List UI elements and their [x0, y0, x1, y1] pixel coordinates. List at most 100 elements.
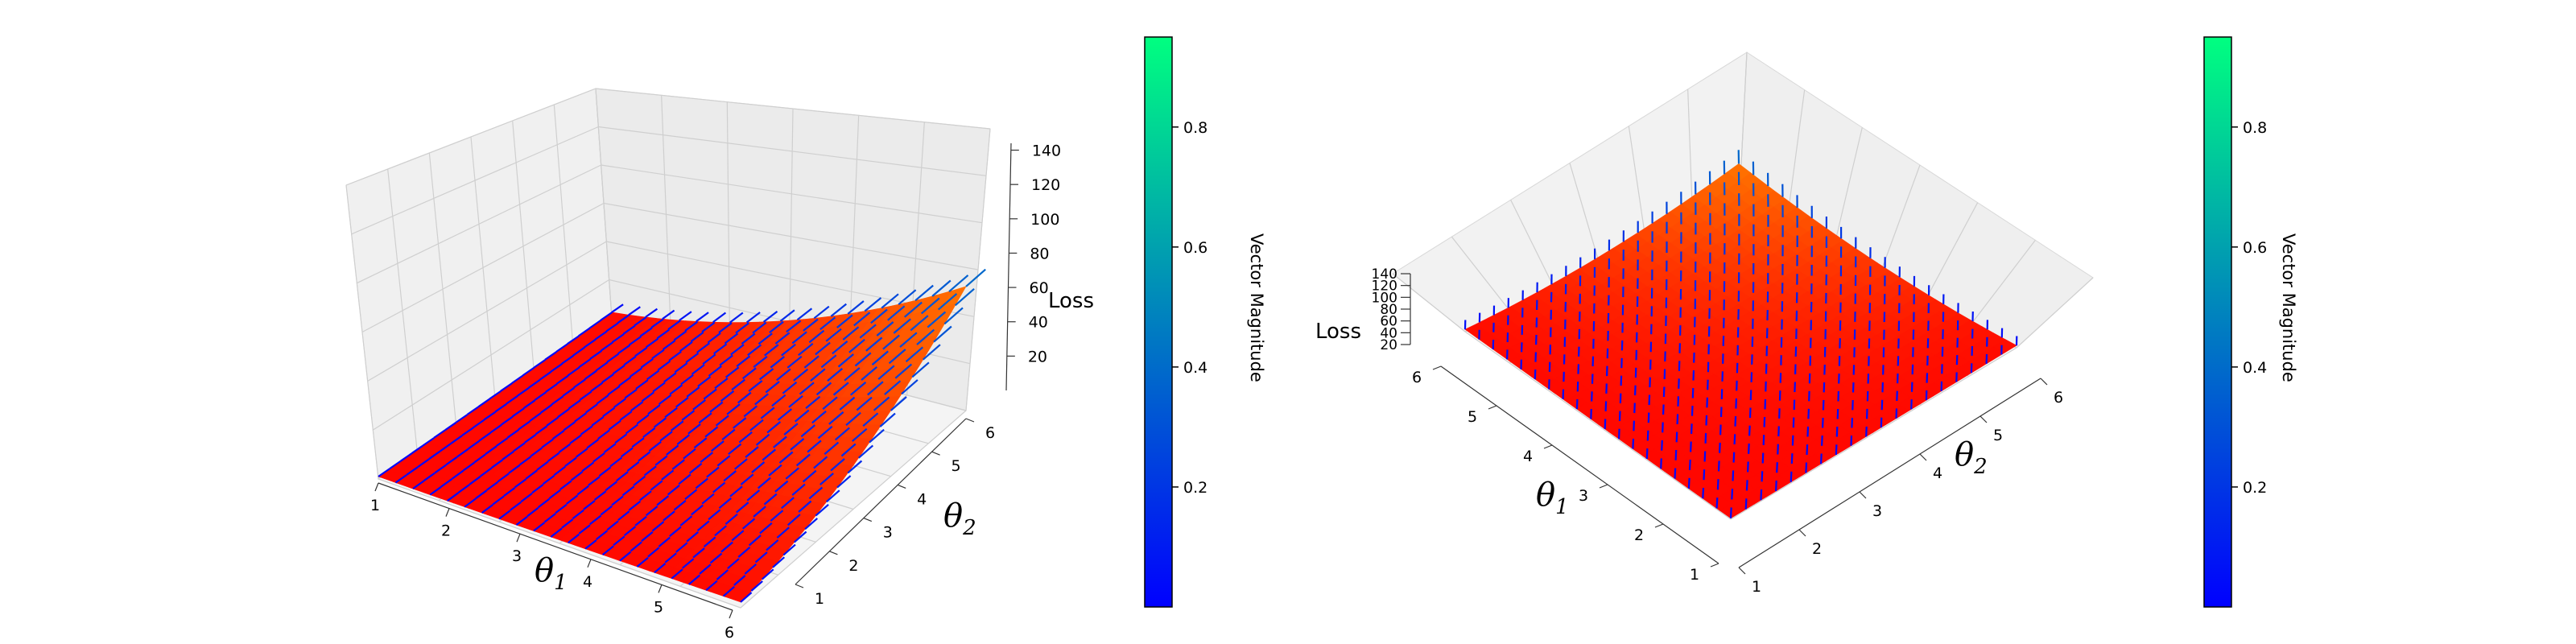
right-quiver-arrow	[1704, 433, 1707, 444]
left-quiver-arrow	[621, 485, 635, 497]
left-quiver-arrow	[803, 318, 819, 332]
left-quiver-arrow	[712, 481, 726, 493]
left-y-tick-label: 2	[848, 557, 858, 575]
left-quiver-arrow	[783, 423, 799, 436]
left-z-axis-line	[1005, 142, 1012, 391]
right-quiver-arrow	[1646, 430, 1649, 441]
left-quiver-arrow	[754, 551, 768, 564]
left-quiver-arrow	[663, 372, 677, 383]
left-quiver-arrow	[722, 585, 735, 597]
left-quiver-arrow	[456, 448, 469, 458]
left-quiver-arrow	[898, 289, 917, 306]
left-quiver-arrow	[534, 391, 547, 401]
left-quiver-arrow	[724, 513, 738, 525]
left-y-tick-label: 5	[952, 457, 961, 475]
left-quiver-arrow	[911, 361, 930, 378]
left-quiver-arrow	[529, 412, 542, 422]
left-quiver-arrow	[573, 378, 586, 389]
left-quiver-arrow	[824, 441, 840, 456]
left-quiver-arrow	[849, 382, 867, 396]
left-quiver-arrow	[922, 344, 941, 361]
right-quiver-field	[1463, 150, 2018, 518]
left-quiver-arrow	[698, 412, 712, 424]
left-quiver-arrow	[745, 312, 761, 324]
left-colorbar-gradient	[1144, 36, 1173, 608]
right-quiver-arrow	[1748, 425, 1751, 436]
left-quiver-arrow	[748, 380, 763, 392]
left-quiver-arrow	[745, 446, 759, 458]
left-quiver-arrow	[839, 396, 856, 411]
left-quiver-arrow	[771, 394, 786, 407]
left-quiver-arrow	[605, 481, 617, 492]
left-quiver-arrow	[706, 466, 720, 478]
left-quiver-arrow	[561, 354, 574, 365]
right-cb-ticks-tick-label: 0.8	[2243, 119, 2267, 137]
left-quiver-arrow	[611, 495, 624, 506]
right-gridline	[1569, 163, 1603, 273]
left-y-tick	[863, 518, 873, 522]
left-z-tick-label: 80	[1030, 245, 1049, 262]
left-quiver-arrow	[762, 448, 777, 461]
left-colorbar-ticks: 0.2 0.4 0.6 0.8	[1172, 119, 1208, 497]
left-quiver-arrow	[600, 505, 613, 516]
left-quiver-arrow	[484, 411, 497, 421]
right-y-tick	[1919, 453, 1927, 461]
left-quiver-arrow	[552, 430, 565, 440]
left-quiver-arrow	[873, 396, 890, 411]
left-quiver-arrow	[811, 411, 827, 424]
left-quiver-arrow	[948, 275, 969, 293]
left-quiver-arrow	[553, 465, 566, 477]
left-quiver-arrow	[720, 541, 733, 553]
left-quiver-arrow	[854, 352, 872, 367]
left-quiver-arrow	[566, 494, 579, 505]
left-quiver-arrow	[496, 437, 509, 447]
left-quiver-arrow	[793, 368, 809, 382]
left-quiver-arrow	[832, 382, 849, 396]
left-quiver-arrow	[965, 268, 986, 287]
right-x-tick	[1710, 563, 1719, 568]
left-quiver-arrow	[753, 506, 766, 518]
left-quiver-arrow	[433, 429, 446, 439]
left-z-tick-label: 60	[1030, 279, 1049, 297]
right-quiver-arrow	[1794, 382, 1796, 393]
right-quiver-arrow	[1790, 471, 1793, 482]
left-quiver-arrow	[691, 364, 705, 375]
left-quiver-arrow	[669, 384, 683, 395]
left-x-axis-sub: 1	[554, 571, 568, 595]
left-quiver-arrow	[683, 448, 696, 460]
left-quiver-arrow	[640, 358, 654, 369]
right-quiver-arrow	[1716, 479, 1719, 490]
left-quiver-arrow	[498, 510, 511, 520]
left-quiver-arrow	[825, 489, 840, 503]
left-quiver-arrow	[624, 388, 638, 399]
left-quiver-arrow	[622, 324, 636, 335]
left-quiver-arrow	[518, 420, 530, 431]
left-quiver-arrow	[723, 470, 737, 482]
left-quiver-arrow	[753, 356, 768, 368]
left-quiver-arrow	[580, 425, 593, 436]
right-y-tick	[2040, 378, 2048, 386]
left-quiver-arrow	[514, 478, 527, 489]
left-quiver-arrow	[671, 420, 684, 431]
left-quiver-arrow	[666, 444, 679, 456]
left-quiver-arrow	[819, 473, 834, 485]
left-quiver-arrow	[429, 485, 442, 496]
left-quiver-arrow	[675, 397, 689, 408]
left-quiver-arrow	[720, 390, 735, 402]
left-quiver-arrow	[802, 469, 817, 483]
left-z-tick-label: 100	[1030, 211, 1059, 229]
right-y-tick	[1798, 529, 1806, 537]
left-quiver-arrow	[758, 332, 773, 345]
left-quiver-arrow	[702, 353, 716, 365]
right-quiver-arrow	[1836, 408, 1839, 419]
right-quiver-arrow	[1744, 498, 1748, 510]
left-quiver-arrow	[473, 453, 486, 464]
left-quiver-arrow	[695, 477, 708, 489]
left-quiver-arrow	[776, 526, 790, 539]
left-quiver-arrow	[662, 309, 675, 320]
left-quiver-arrow	[778, 451, 794, 464]
left-quiver-arrow	[645, 308, 658, 318]
left-quiver-arrow	[879, 412, 896, 427]
